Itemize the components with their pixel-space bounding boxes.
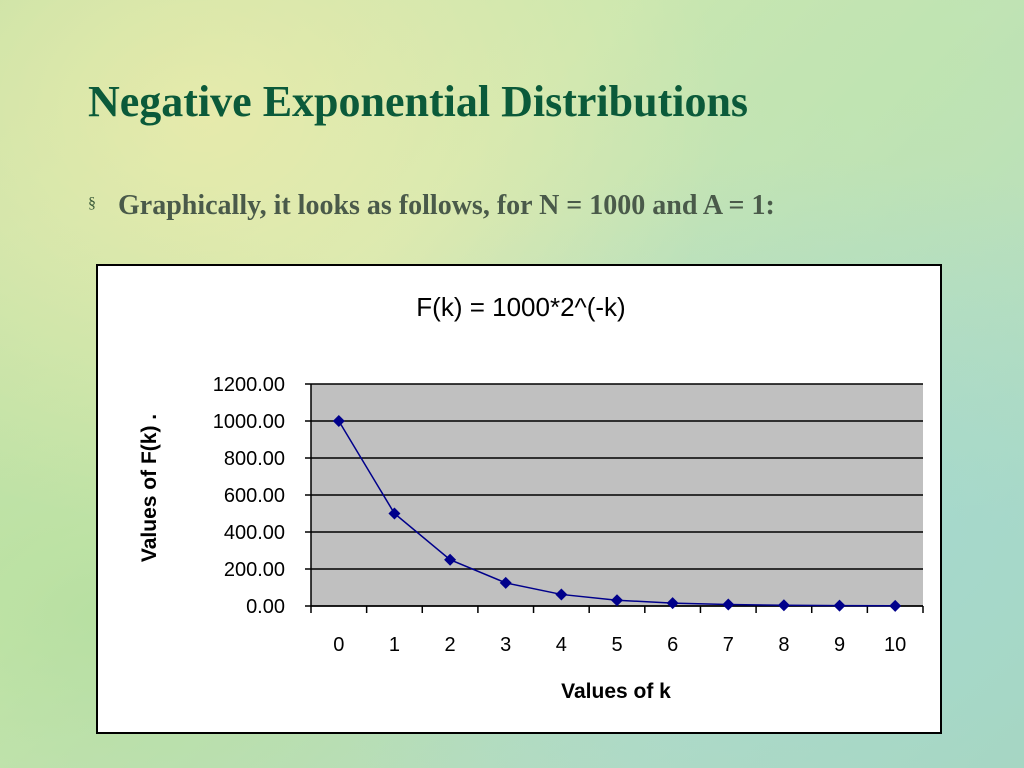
data-point-marker xyxy=(777,599,790,612)
bullet-icon: § xyxy=(88,195,96,212)
chart-title: F(k) = 1000*2^(-k) xyxy=(416,292,625,322)
x-tick-label: 4 xyxy=(556,634,567,656)
bullet-item: § Graphically, it looks as follows, for … xyxy=(88,190,775,222)
y-tick-label: 800.00 xyxy=(224,448,285,470)
x-tick-label: 0 xyxy=(333,634,344,656)
y-axis-title: Values of F(k) . xyxy=(138,414,161,562)
data-point-marker xyxy=(555,588,568,601)
bullet-text: Graphically, it looks as follows, for N … xyxy=(118,190,775,221)
data-point-marker xyxy=(332,415,345,427)
line-chart: F(k) = 1000*2^(-k) 0.00 200.00 400.00 600.0… xyxy=(138,292,924,703)
y-tick-label: 400.00 xyxy=(224,522,285,544)
data-point-marker xyxy=(722,598,735,611)
y-tick-label: 200.00 xyxy=(224,559,285,581)
y-tick-label: 0.00 xyxy=(246,596,285,618)
data-point-marker xyxy=(833,599,846,612)
slide-title: Negative Exponential Distributions xyxy=(88,77,749,126)
chart-container: F(k) = 1000*2^(-k) 0.00 200.00 400.00 600.0… xyxy=(96,264,942,734)
data-point-marker xyxy=(499,576,512,589)
data-point-marker xyxy=(388,507,401,520)
x-tick-label: 6 xyxy=(667,634,678,656)
y-tick-label: 600.00 xyxy=(224,485,285,507)
data-point-marker xyxy=(889,599,902,612)
data-point-marker xyxy=(444,553,457,566)
data-point-marker xyxy=(666,597,679,610)
data-point-marker xyxy=(611,594,623,607)
x-tick-label: 5 xyxy=(611,634,622,656)
x-tick-label: 8 xyxy=(778,634,789,656)
y-tick-label: 1000.00 xyxy=(213,411,285,433)
x-tick-label: 3 xyxy=(500,634,511,656)
x-axis-title: Values of k xyxy=(561,680,671,703)
x-tick-label: 1 xyxy=(389,634,400,656)
x-tick-label: 2 xyxy=(445,634,456,656)
x-tick-label: 7 xyxy=(723,634,734,656)
x-tick-label: 10 xyxy=(884,634,906,656)
y-tick-label: 1200.00 xyxy=(213,374,285,396)
x-tick-label: 9 xyxy=(834,634,845,656)
